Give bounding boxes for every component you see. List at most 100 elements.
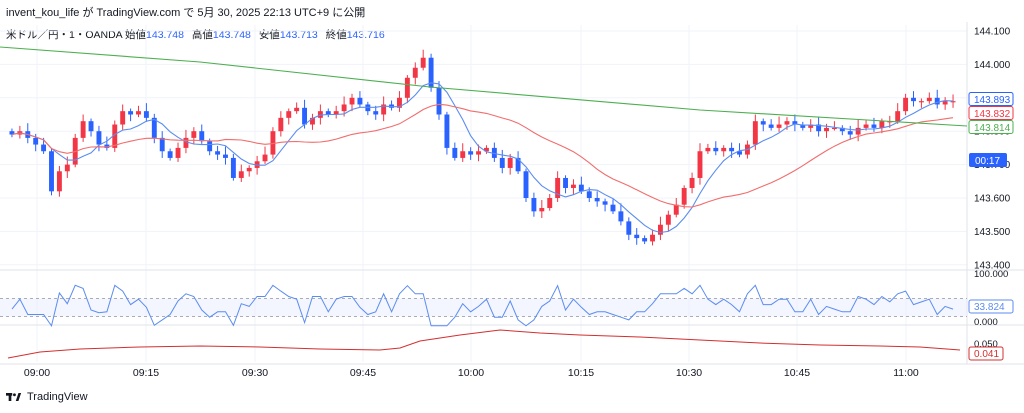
candle-body <box>381 104 387 115</box>
candle-body <box>223 154 228 158</box>
candle-body <box>911 97 916 102</box>
candle-body <box>278 117 284 132</box>
price-badge-label: 143.893 <box>974 95 1011 106</box>
candle-body <box>64 164 70 172</box>
candle-body <box>657 224 663 235</box>
ma-slow-line <box>0 46 968 127</box>
candle-body <box>9 131 15 135</box>
atr-line <box>7 329 961 359</box>
atr-value-badge <box>968 346 1004 361</box>
candle-body <box>642 238 648 242</box>
price-badge <box>968 92 1014 106</box>
low-value: 143.713 <box>279 29 318 41</box>
atr-tick-label: 0.050 <box>974 339 998 350</box>
candle-body <box>768 124 774 128</box>
price-badge-label: 143.814 <box>974 123 1011 134</box>
candle-body <box>230 157 236 178</box>
candle-body <box>476 151 481 155</box>
symbol-label[interactable]: 米ドル／円・1・OANDA <box>6 29 123 41</box>
candle-body <box>88 121 94 132</box>
candle-body <box>523 171 529 198</box>
price-badge-label: 143.832 <box>974 109 1011 120</box>
tradingview-icon <box>6 393 22 401</box>
candle-body <box>903 97 909 112</box>
price-badge <box>968 106 1014 120</box>
candle-body <box>610 204 616 212</box>
candle-body <box>713 147 719 152</box>
candle-body <box>681 187 687 205</box>
countdown-label: 00:17 <box>975 156 1000 167</box>
candle-body <box>634 234 640 239</box>
candle-body <box>934 97 940 105</box>
candle-body <box>563 177 568 188</box>
candle-body <box>33 137 39 145</box>
candle-body <box>507 157 513 168</box>
candle-body <box>460 151 466 158</box>
candle-body <box>665 214 671 225</box>
candle-body <box>96 131 102 145</box>
candle-body <box>871 124 877 128</box>
x-tick-label: 11:00 <box>893 367 919 379</box>
candle-body <box>56 171 62 192</box>
x-tick-label: 10:30 <box>676 367 702 379</box>
candle-body <box>650 234 655 242</box>
candle-body <box>721 147 727 152</box>
candle-body <box>784 121 790 125</box>
candle-body <box>404 77 410 98</box>
candle-body <box>879 121 885 128</box>
ma-mid-line <box>11 103 954 208</box>
candle-body <box>491 147 497 158</box>
candle-body <box>294 107 300 112</box>
rsi-tick-label: 0.000 <box>974 317 998 328</box>
candle-body <box>737 151 742 155</box>
y-tick-label: 144.000 <box>974 60 1011 71</box>
y-tick-label: 143.400 <box>974 260 1011 271</box>
candle-body <box>484 147 489 152</box>
candle-body <box>594 198 600 202</box>
candle-body <box>49 151 54 192</box>
high-value: 143.748 <box>212 29 251 41</box>
candle-body <box>942 101 948 105</box>
candle-body <box>895 111 901 122</box>
candle-body <box>918 101 924 103</box>
candle-body <box>41 144 47 152</box>
candle-body <box>697 151 703 178</box>
candle-body <box>310 117 315 125</box>
high-label: 高値 <box>191 29 213 41</box>
candle-body <box>729 147 735 152</box>
atr-value: 0.041 <box>974 349 999 360</box>
x-tick-label: 09:00 <box>24 367 50 379</box>
moving-averages <box>0 46 968 234</box>
close-label: 終値 <box>325 29 347 41</box>
ma-fast-line <box>11 82 954 234</box>
x-tick-label: 10:45 <box>784 367 810 379</box>
tradingview-logo[interactable]: TradingView <box>6 391 88 403</box>
candle-body <box>215 151 221 155</box>
countdown-badge <box>969 153 1007 167</box>
candle-body <box>246 167 252 172</box>
candle-body <box>824 127 829 132</box>
sub-panes <box>0 284 967 359</box>
brand-label: TradingView <box>27 391 88 403</box>
candle-body <box>325 111 331 115</box>
candle-body <box>499 157 505 168</box>
candle-body <box>515 157 521 172</box>
x-tick-label: 09:45 <box>350 367 376 379</box>
candle-body <box>357 97 363 105</box>
candle-body <box>950 101 956 103</box>
candle-body <box>570 184 576 188</box>
candle-body <box>855 127 861 135</box>
candle-body <box>626 221 632 235</box>
x-tick-label: 10:15 <box>568 367 594 379</box>
candle-body <box>112 124 118 148</box>
price-badge <box>968 120 1014 134</box>
candle-body <box>104 144 110 148</box>
x-tick-label: 10:00 <box>458 367 484 379</box>
candle-body <box>808 124 814 128</box>
candle-body <box>673 204 679 215</box>
candle-body <box>468 151 474 155</box>
candle-body <box>847 131 853 135</box>
candle-body <box>317 111 323 118</box>
candle-body <box>689 177 695 188</box>
